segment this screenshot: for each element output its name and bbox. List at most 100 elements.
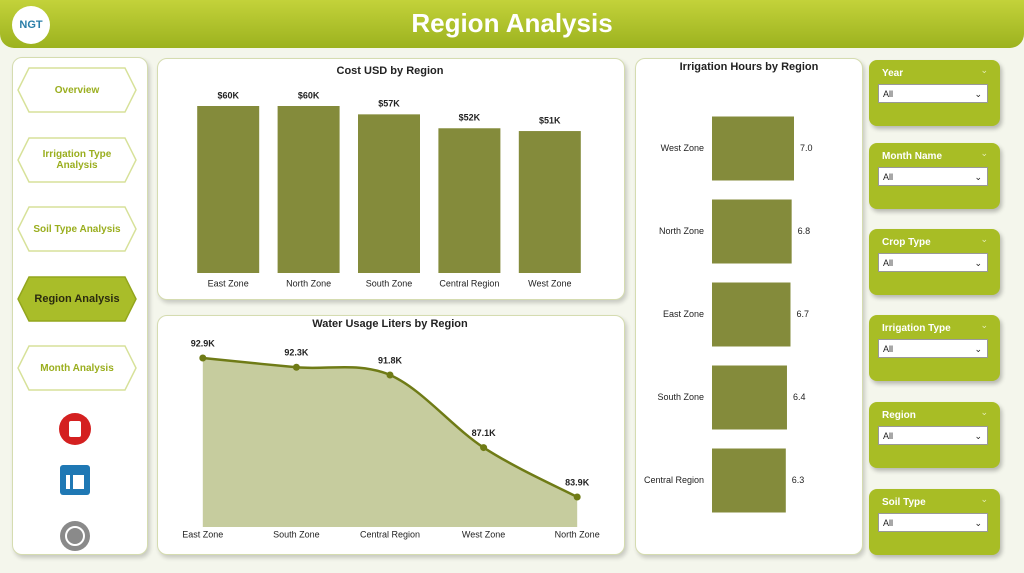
nav-label: Irrigation Type Analysis (42, 148, 112, 171)
filter-label: Region (882, 410, 916, 421)
value-label: $51K (539, 115, 561, 125)
dropdown-arrow: ⌄ (974, 89, 982, 99)
point (199, 354, 207, 362)
filter-dropdown[interactable]: All ⌄ (878, 84, 988, 103)
value-label: 92.3K (284, 348, 309, 358)
y-tick-label: South Zone (657, 392, 704, 402)
nav-shape (17, 206, 137, 252)
value-label: $52K (459, 113, 481, 123)
filter-card: Month Name ⌄ All ⌄ (869, 143, 1000, 209)
filter-collapse: ⌄ (980, 320, 988, 330)
nav-shape (17, 345, 137, 391)
nav-item[interactable]: Month Analysis (17, 345, 137, 391)
filter-label: Month Name (882, 151, 942, 162)
filter-value: All (883, 258, 894, 268)
bar (712, 365, 787, 430)
value-label: 7.0 (800, 143, 813, 153)
nav-label: Overview (54, 84, 100, 96)
dropdown-arrow: ⌄ (974, 172, 982, 182)
filter-dropdown[interactable]: All ⌄ (878, 253, 988, 272)
logo: NGT (12, 6, 50, 44)
page-title: Region Analysis (411, 8, 613, 38)
y-tick-label: North Zone (659, 226, 704, 236)
y-tick-label: East Zone (663, 309, 704, 319)
filter-value: All (883, 172, 894, 182)
filter-card: Soil Type ⌄ All ⌄ (869, 489, 1000, 555)
filter-label: Irrigation Type (882, 323, 951, 334)
web-glyph (65, 526, 85, 546)
bar (358, 114, 420, 273)
x-tick-label: South Zone (366, 278, 413, 288)
linkedin-glyph (73, 475, 84, 489)
value-label: 83.9K (565, 477, 590, 487)
bar (277, 106, 340, 273)
value-label: 6.4 (793, 392, 806, 402)
filter-value: All (883, 431, 894, 441)
nav-label: Region Analysis (34, 292, 120, 305)
youtube-glyph (69, 421, 81, 437)
filter-value: All (883, 89, 894, 99)
filter-dropdown[interactable]: All ⌄ (878, 167, 988, 186)
point (386, 371, 394, 379)
bar (712, 199, 792, 264)
value-label: 87.1K (472, 428, 497, 438)
x-tick-label: North Zone (286, 278, 331, 288)
bar (712, 282, 791, 347)
value-label: 91.8K (378, 355, 403, 365)
y-tick-label: West Zone (661, 143, 704, 153)
filter-collapse: ⌄ (980, 494, 988, 504)
nav-item[interactable]: Soil Type Analysis (17, 206, 137, 252)
filter-card: Crop Type ⌄ All ⌄ (869, 229, 1000, 295)
x-tick-label: North Zone (555, 529, 600, 539)
value-label: $60K (217, 90, 239, 100)
filter-label: Year (882, 68, 904, 79)
filter-label: Crop Type (882, 237, 931, 248)
filter-collapse: ⌄ (980, 65, 988, 75)
nav-item[interactable]: Overview (17, 67, 137, 113)
filter-card: Region ⌄ All ⌄ (869, 402, 1000, 468)
value-label: 92.9K (191, 338, 216, 348)
nav-item[interactable]: Irrigation Type Analysis (17, 136, 137, 183)
area (202, 358, 578, 527)
value-label: 6.3 (792, 475, 805, 485)
value-label: $57K (378, 99, 400, 109)
value-label: 6.7 (796, 309, 809, 319)
filter-collapse: ⌄ (980, 234, 988, 244)
bar (197, 106, 260, 273)
chart-title: Irrigation Hours by Region (680, 61, 819, 73)
social-icons (59, 413, 91, 551)
filter-card: Year ⌄ All ⌄ (869, 60, 1000, 126)
nav-hexagon (17, 136, 137, 183)
dropdown-arrow: ⌄ (974, 431, 982, 441)
x-tick-label: West Zone (528, 278, 571, 288)
header (0, 0, 1024, 48)
x-tick-label: Central Region (360, 529, 420, 539)
filter-dropdown[interactable]: All ⌄ (878, 513, 988, 532)
filter-collapse: ⌄ (980, 407, 988, 417)
point (292, 363, 300, 371)
nav-item[interactable]: Region Analysis (17, 275, 137, 322)
bar (712, 116, 794, 181)
filter-dropdown[interactable]: All ⌄ (878, 426, 988, 445)
linkedin-glyph (66, 475, 70, 489)
nav-hexagon (17, 67, 137, 113)
web-icon[interactable] (60, 521, 90, 551)
filter-card: Irrigation Type ⌄ All ⌄ (869, 315, 1000, 381)
point (573, 493, 581, 501)
nav-hexagon (17, 206, 137, 252)
point (480, 444, 488, 452)
nav-hexagon (17, 345, 137, 391)
dropdown-arrow: ⌄ (974, 344, 982, 354)
line (202, 356, 578, 499)
x-tick-label: Central Region (439, 278, 499, 288)
nav-shape (17, 67, 137, 113)
x-tick-label: East Zone (208, 278, 249, 288)
filter-dropdown[interactable]: All ⌄ (878, 339, 988, 358)
value-label: $60K (298, 90, 320, 100)
filter-value: All (883, 518, 894, 528)
value-label: 6.8 (798, 226, 811, 236)
x-tick-label: East Zone (182, 529, 223, 539)
chart-title: Water Usage Liters by Region (312, 318, 468, 330)
